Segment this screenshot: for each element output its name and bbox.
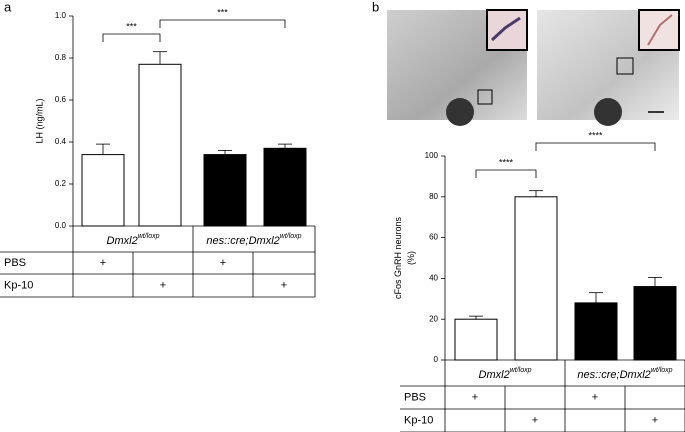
y-tick-label: 0.2 [55, 179, 67, 188]
significance-label: *** [217, 7, 228, 17]
bar [454, 318, 498, 361]
table-cell: + [220, 257, 226, 269]
table-cell: + [281, 279, 287, 291]
group-superscript: wt/loxp [138, 233, 160, 240]
bar [574, 302, 618, 361]
significance-label: *** [126, 21, 137, 31]
group-name: nes::cre;Dmxl2 [577, 369, 650, 381]
y-tick-label: 100 [425, 151, 439, 160]
micrographs [387, 9, 680, 126]
y-tick-label: 40 [429, 274, 438, 283]
group-label: nes::cre;Dmxl2wt/loxp [577, 367, 672, 381]
table-cell: + [472, 391, 478, 403]
group-superscript: wt/loxp [651, 367, 673, 374]
significance-bracket [475, 169, 537, 178]
y-tick-label: 1.0 [55, 11, 67, 20]
y-axis-label: LH (ng/mL) [34, 98, 44, 143]
y-tick-label: 0.8 [55, 53, 67, 62]
panel-label: a [4, 0, 12, 14]
y-tick-label: 0.4 [55, 137, 67, 146]
table-cell: + [160, 279, 166, 291]
y-tick-label: 0.0 [55, 221, 67, 230]
y-axis-label: cFos GnRH neurons [393, 216, 403, 299]
bar [633, 286, 677, 361]
bar [138, 63, 182, 227]
group-superscript: wt/loxp [510, 367, 532, 374]
y-axis-label: (%) [406, 251, 416, 265]
bar [81, 154, 125, 227]
bar [514, 196, 558, 361]
significance-label: **** [499, 157, 514, 167]
group-name: Dmxl2 [107, 235, 138, 247]
y-tick-label: 60 [429, 233, 438, 242]
group-label: Dmxl2wt/loxp [107, 233, 160, 247]
bar [263, 147, 307, 227]
row-label: Kp-10 [404, 414, 433, 426]
row-label: Kp-10 [4, 279, 33, 291]
group-label: Dmxl2wt/loxp [479, 367, 532, 381]
significance-label: **** [588, 130, 603, 140]
row-label: PBS [404, 391, 426, 403]
group-name: Dmxl2 [479, 369, 510, 381]
y-tick-label: 0 [434, 355, 439, 364]
y-tick-label: 20 [429, 314, 438, 323]
table-cell: + [100, 257, 106, 269]
significance-bracket [102, 33, 161, 42]
panel-label: b [372, 0, 379, 14]
group-superscript: wt/loxp [280, 233, 302, 240]
row-label: PBS [4, 257, 26, 269]
group-name: nes::cre;Dmxl2 [206, 235, 279, 247]
y-tick-label: 0.6 [55, 95, 67, 104]
significance-bracket [535, 142, 656, 151]
table-cell: + [532, 414, 538, 426]
bar [203, 154, 247, 227]
significance-bracket [159, 19, 286, 28]
table-cell: + [592, 391, 598, 403]
group-label: nes::cre;Dmxl2wt/loxp [206, 233, 301, 247]
table-cell: + [652, 414, 658, 426]
y-tick-label: 80 [429, 192, 438, 201]
